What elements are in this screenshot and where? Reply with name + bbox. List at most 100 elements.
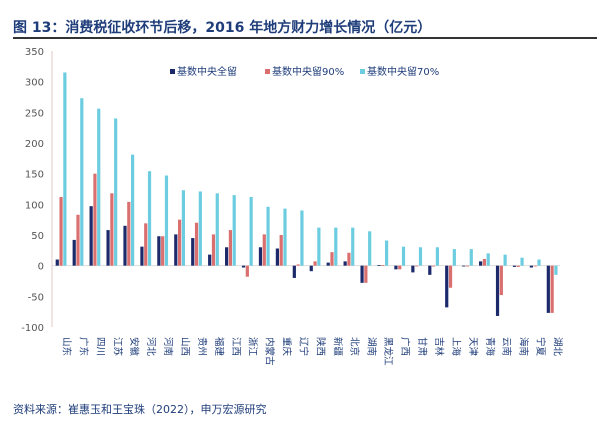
bar-3 <box>334 227 338 266</box>
bar-3 <box>503 254 507 266</box>
bar-3 <box>486 253 490 266</box>
bar-2 <box>398 265 402 270</box>
bar-3 <box>97 108 101 266</box>
bar-1 <box>174 234 178 266</box>
bar-2 <box>330 252 334 266</box>
bar-2 <box>415 265 419 267</box>
x-category-label: 上海 <box>450 337 462 357</box>
x-category-label: 内蒙古 <box>264 337 276 366</box>
x-category-label: 宁夏 <box>535 337 547 357</box>
bar-2 <box>381 265 385 266</box>
x-category-label: 河南 <box>162 337 174 356</box>
bar-1 <box>241 265 246 268</box>
bar-2 <box>533 265 537 267</box>
bar-2 <box>296 264 300 266</box>
bar-2 <box>347 252 351 266</box>
legend-swatch <box>360 69 365 74</box>
bar-3 <box>147 171 152 266</box>
bar-1 <box>445 265 449 308</box>
bar-1 <box>292 265 296 278</box>
bar-2 <box>59 196 63 266</box>
bar-3 <box>435 247 439 266</box>
bar-2 <box>76 214 80 266</box>
bar-1 <box>529 265 533 268</box>
bar-2 <box>262 234 266 266</box>
legend-label: 基数中央全留 <box>177 65 237 78</box>
bar-3 <box>520 257 524 266</box>
bar-2 <box>228 230 232 266</box>
bar-2 <box>93 173 97 266</box>
x-category-label: 山东 <box>60 337 72 356</box>
bar-3 <box>283 208 287 266</box>
bar-1 <box>326 262 330 266</box>
bar-2 <box>482 258 486 266</box>
bar-1 <box>343 261 347 266</box>
bar-3 <box>249 196 253 266</box>
x-category-label: 新疆 <box>331 337 343 357</box>
bar-1 <box>275 248 279 266</box>
legend-label: 基数中央留70% <box>367 65 439 78</box>
bar-3 <box>232 195 236 266</box>
bar-3 <box>114 118 118 266</box>
title-divider <box>13 37 597 39</box>
y-tick-label: 300 <box>25 78 44 89</box>
x-category-label: 四川 <box>94 337 105 356</box>
bar-2 <box>432 265 436 267</box>
bar-3 <box>63 72 67 266</box>
bar-2 <box>211 234 216 266</box>
y-tick-label: 350 <box>25 47 44 58</box>
bar-1 <box>411 265 415 273</box>
y-tick-label: 50 <box>31 231 44 242</box>
x-category-label: 浙江 <box>247 337 259 357</box>
x-category-label: 海南 <box>518 337 530 356</box>
y-tick-label: 250 <box>25 108 44 119</box>
bar-1 <box>191 238 195 266</box>
bar-1 <box>123 225 127 266</box>
y-tick-label: 100 <box>25 200 44 211</box>
bar-3 <box>80 98 84 266</box>
bar-2 <box>499 265 503 296</box>
bar-1 <box>157 236 161 266</box>
chart-title: 图 13：消费税征收环节后移，2016 年地方财力增长情况（亿元） <box>13 20 432 36</box>
x-category-label: 江苏 <box>111 337 123 357</box>
bar-1 <box>140 246 144 266</box>
x-category-label: 湖南 <box>365 337 377 356</box>
bar-3 <box>452 249 456 266</box>
legend-swatch <box>170 69 175 74</box>
bar-1 <box>428 265 432 275</box>
bar-1 <box>360 265 364 283</box>
bar-2 <box>448 265 453 288</box>
bar-1 <box>462 265 466 267</box>
bar-2 <box>161 236 165 266</box>
x-category-label: 北京 <box>348 337 360 356</box>
bar-3 <box>164 175 169 266</box>
bar-1 <box>258 247 263 266</box>
x-category-label: 湖北 <box>552 337 563 357</box>
bar-chart: -100 -50 0 50 100 150 200 250 300 350 山东 广东 四川 江苏 安徽 河北… <box>21 47 563 366</box>
bar-3 <box>554 265 558 275</box>
bar-1 <box>225 247 229 266</box>
bar-1 <box>309 265 313 272</box>
x-category-label: 甘肃 <box>416 337 428 356</box>
x-category-label: 福建 <box>213 337 225 357</box>
bar-2 <box>194 222 199 266</box>
x-category-label: 吉林 <box>433 337 445 357</box>
bar-1 <box>208 254 212 266</box>
x-category-label: 江西 <box>230 337 241 356</box>
bar-3 <box>198 191 202 266</box>
x-category-label: 青海 <box>484 337 496 357</box>
bar-3 <box>385 240 389 266</box>
bar-3 <box>266 206 270 266</box>
bar-2 <box>516 265 520 267</box>
x-category-label: 广东 <box>77 337 89 356</box>
bar-2 <box>364 265 368 283</box>
bar-2 <box>313 261 317 266</box>
legend-label: 基数中央留90% <box>272 65 344 78</box>
bar-3 <box>418 247 423 266</box>
bar-1 <box>546 265 550 313</box>
bar-1 <box>377 265 381 266</box>
source-note: 资料来源：崔惠玉和王宝珠（2022），申万宏源研究 <box>13 403 267 416</box>
bar-3 <box>351 227 355 266</box>
bar-3 <box>469 249 473 266</box>
x-category-label: 重庆 <box>281 337 293 357</box>
